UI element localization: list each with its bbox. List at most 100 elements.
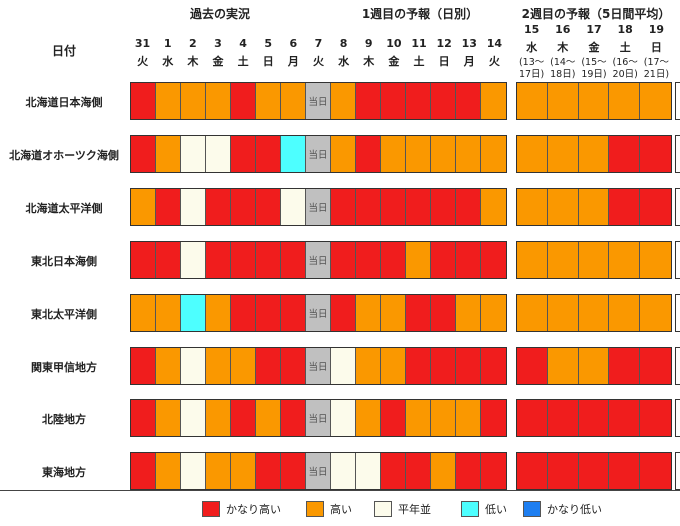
legend-swatch	[306, 501, 324, 517]
anomaly-cell-high	[206, 348, 231, 384]
weekly-strip	[516, 241, 672, 279]
anomaly-cell-high	[456, 400, 481, 436]
weekday: 火	[312, 55, 324, 68]
anomaly-cell-vhigh	[356, 189, 381, 225]
day-header: 31 火	[130, 35, 155, 71]
weekly-strip	[516, 188, 672, 226]
weekday: 水	[338, 55, 350, 68]
week2-range-end: 17日)	[518, 69, 545, 80]
day-number: 9	[364, 37, 373, 50]
anomaly-cell-vhigh	[640, 189, 671, 225]
anomaly-cell-vhigh	[381, 189, 406, 225]
day-header: 14 火	[482, 35, 507, 71]
weekly-strip	[516, 135, 672, 173]
day-number: 2	[189, 37, 197, 50]
anomaly-cell-high	[609, 295, 641, 331]
weekday: 月	[287, 55, 299, 68]
anomaly-cell-vhigh	[609, 136, 641, 172]
anomaly-cell-normal	[331, 400, 356, 436]
anomaly-cell-high	[481, 136, 506, 172]
week2-day-header: 15 水 (13～ 17日)	[516, 21, 547, 81]
anomaly-cell-high	[481, 189, 506, 225]
anomaly-cell-vhigh	[578, 400, 610, 436]
anomaly-cell-vhigh	[431, 83, 456, 119]
clipped-column-edge	[675, 188, 680, 226]
anomaly-cell-vhigh	[356, 83, 381, 119]
legend-label: 平年並	[398, 503, 431, 516]
daily-strip: 当日	[130, 294, 507, 332]
legend-label: かなり高い	[226, 503, 281, 516]
anomaly-cell-high	[456, 136, 481, 172]
day-number: 4	[239, 37, 247, 50]
anomaly-cell-vhigh	[156, 242, 181, 278]
weekly-strip	[516, 294, 672, 332]
anomaly-cell-high	[547, 189, 579, 225]
weekday: 水	[162, 55, 174, 68]
anomaly-cell-high	[231, 453, 256, 489]
anomaly-cell-normal	[206, 136, 231, 172]
anomaly-cell-high	[406, 136, 431, 172]
anomaly-cell-vhigh	[578, 453, 610, 489]
today-cell: 当日	[306, 453, 331, 489]
anomaly-cell-high	[356, 400, 381, 436]
clipped-column-edge	[675, 82, 680, 120]
legend-label: 低い	[485, 503, 507, 516]
anomaly-cell-high	[547, 295, 579, 331]
anomaly-cell-normal	[356, 453, 381, 489]
anomaly-cell-high	[206, 295, 231, 331]
day-number: 10	[386, 37, 402, 50]
week2-day-number: 17	[586, 23, 602, 36]
anomaly-cell-high	[156, 83, 181, 119]
anomaly-cell-high	[156, 400, 181, 436]
anomaly-cell-vhigh	[517, 400, 548, 436]
anomaly-cell-normal	[181, 242, 206, 278]
section-title-past: 過去の実況	[189, 7, 250, 21]
anomaly-cell-normal	[181, 400, 206, 436]
legend-swatch	[202, 501, 220, 517]
region-label: 東北太平洋側	[31, 308, 97, 321]
anomaly-cell-vhigh	[381, 242, 406, 278]
anomaly-cell-high	[640, 83, 671, 119]
anomaly-cell-vhigh	[609, 348, 641, 384]
anomaly-cell-high	[206, 83, 231, 119]
anomaly-cell-vhigh	[406, 453, 431, 489]
week2-weekday: 土	[619, 41, 631, 54]
anomaly-cell-high	[256, 400, 281, 436]
anomaly-cell-vhigh	[381, 453, 406, 489]
anomaly-cell-high	[517, 136, 548, 172]
anomaly-cell-vhigh	[481, 242, 506, 278]
anomaly-cell-vhigh	[456, 453, 481, 489]
anomaly-cell-vhigh	[517, 348, 548, 384]
anomaly-cell-vhigh	[406, 348, 431, 384]
week2-range-end: 21日)	[643, 69, 670, 80]
anomaly-cell-vhigh	[640, 453, 671, 489]
week2-range-start: (15～	[581, 57, 607, 68]
anomaly-cell-high	[517, 295, 548, 331]
anomaly-cell-vhigh	[640, 400, 671, 436]
anomaly-cell-high	[356, 295, 381, 331]
anomaly-cell-vhigh	[609, 189, 641, 225]
anomaly-cell-high	[547, 242, 579, 278]
anomaly-cell-vhigh	[281, 295, 306, 331]
anomaly-cell-high	[431, 400, 456, 436]
anomaly-cell-high	[406, 242, 431, 278]
anomaly-cell-normal	[281, 189, 306, 225]
anomaly-cell-vhigh	[517, 453, 548, 489]
region-label: 関東甲信地方	[31, 361, 97, 374]
anomaly-cell-high	[547, 136, 579, 172]
day-number: 8	[339, 37, 348, 50]
week2-day-number: 19	[648, 23, 665, 36]
day-header: 10 金	[381, 35, 406, 71]
daily-strip: 当日	[130, 399, 507, 437]
weekly-strip	[516, 347, 672, 385]
weekday: 金	[212, 55, 224, 68]
region-label: 東海地方	[42, 466, 86, 479]
legend-divider	[0, 490, 680, 491]
anomaly-cell-high	[431, 453, 456, 489]
anomaly-cell-high	[578, 348, 610, 384]
anomaly-cell-high	[578, 83, 610, 119]
day-number: 6	[289, 37, 298, 50]
anomaly-cell-vhigh	[356, 242, 381, 278]
weekday: 月	[463, 55, 475, 68]
anomaly-cell-high	[517, 83, 548, 119]
